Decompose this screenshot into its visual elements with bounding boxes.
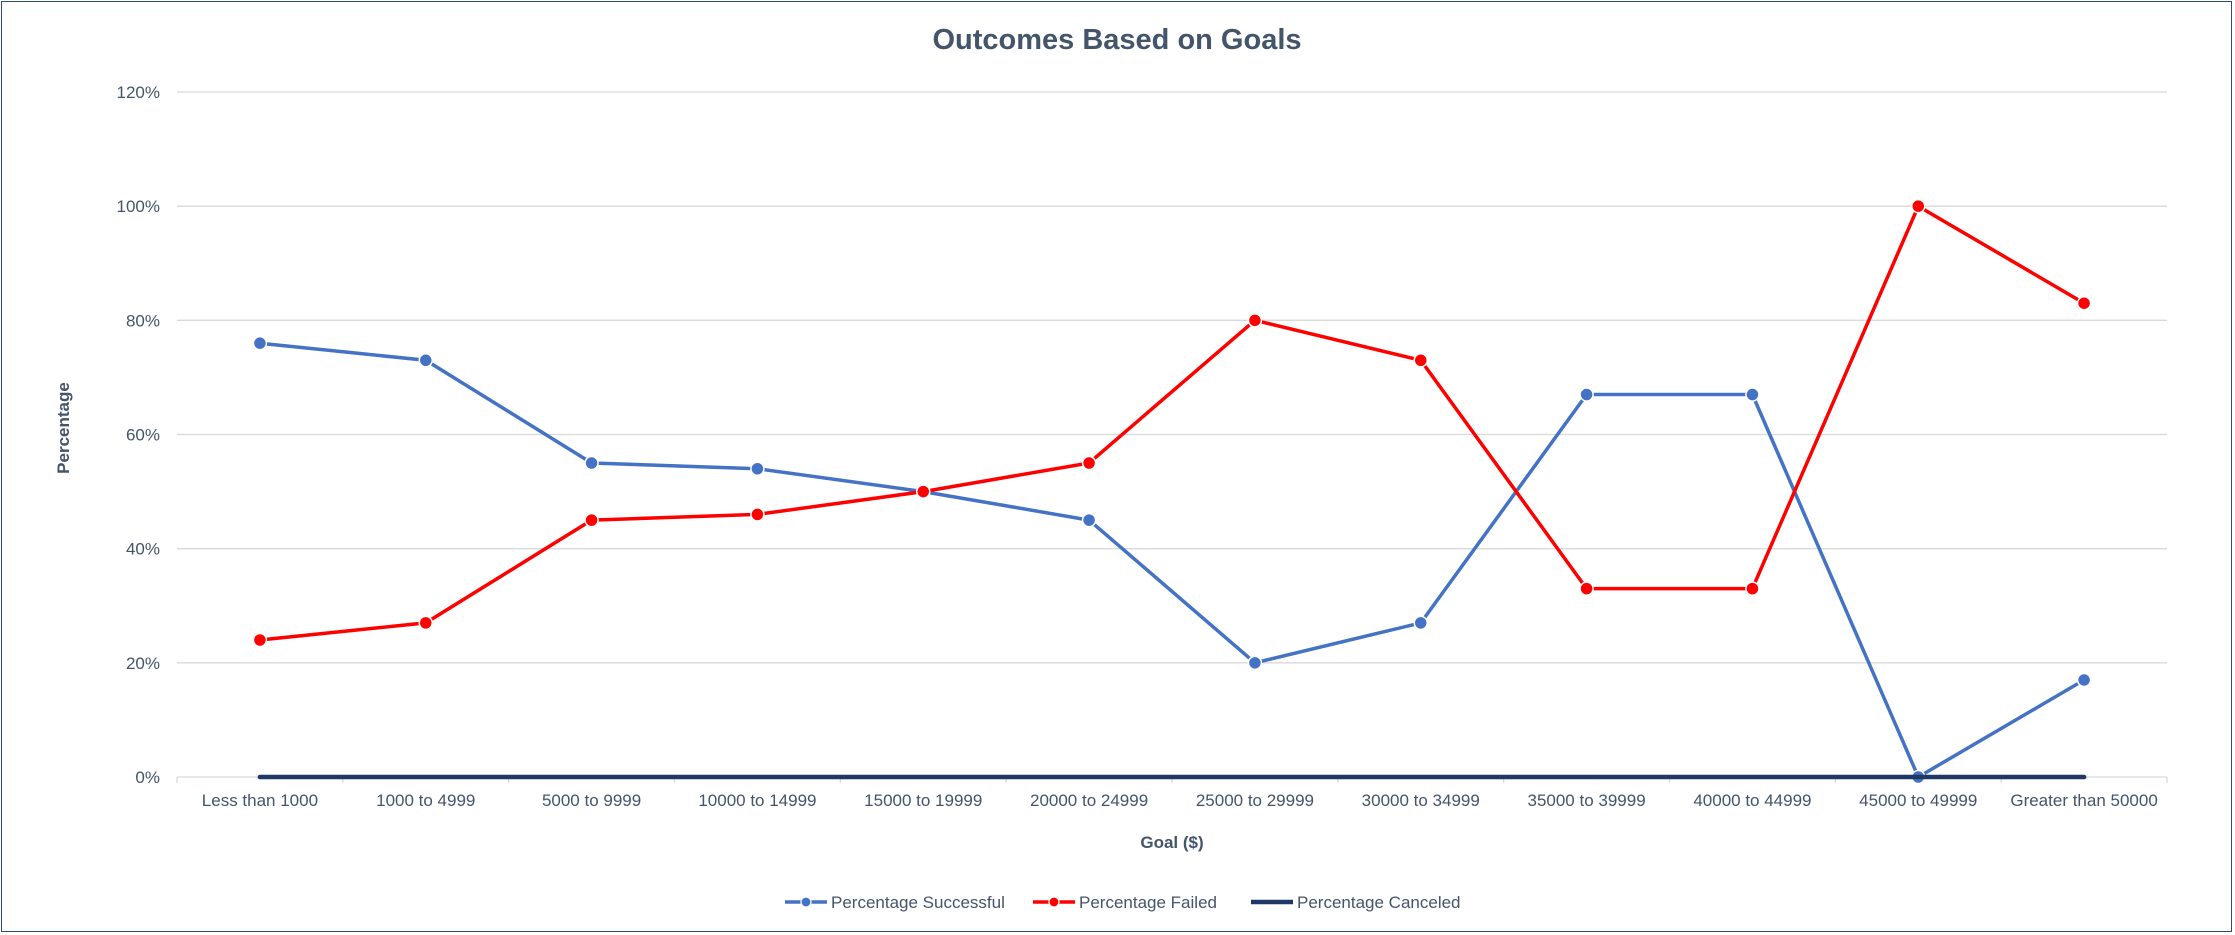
series-line <box>258 204 2086 642</box>
data-point <box>1247 313 1263 328</box>
x-tick-label: 45000 to 49999 <box>1859 791 1977 810</box>
series-line <box>258 341 2086 779</box>
data-point <box>252 335 268 351</box>
data-point <box>916 484 931 499</box>
data-point <box>1579 387 1594 402</box>
x-tick-label: 35000 to 39999 <box>1527 791 1645 810</box>
y-tick-label: 20% <box>126 654 160 673</box>
data-point <box>750 461 765 476</box>
chart-title: Outcomes Based on Goals <box>932 24 1301 56</box>
data-point <box>252 632 268 648</box>
data-point <box>1745 581 1760 596</box>
x-axis-tick-labels: Less than 1000 1000 to 4999 5000 to 9999 10… <box>176 777 2168 810</box>
data-point <box>584 455 599 471</box>
legend-marker <box>800 896 812 908</box>
data-point <box>1911 198 1926 214</box>
x-tick-label: 20000 to 24999 <box>1030 791 1148 810</box>
x-tick-label: 15000 to 19999 <box>864 791 982 810</box>
data-point <box>1579 581 1594 596</box>
data-point <box>2076 295 2092 311</box>
y-axis-title: Percentage <box>54 382 73 474</box>
legend-label: Percentage Failed <box>1079 893 1217 912</box>
y-tick-label: 60% <box>126 426 160 445</box>
data-point <box>2076 672 2092 688</box>
x-tick-label: 5000 to 9999 <box>542 791 641 810</box>
legend-marker <box>1048 896 1060 908</box>
legend-item: Percentage Successful <box>785 893 1005 912</box>
y-tick-label: 80% <box>126 311 160 330</box>
y-tick-label: 100% <box>117 197 160 216</box>
data-point <box>750 507 765 522</box>
data-point <box>1081 455 1097 471</box>
x-tick-label: 1000 to 4999 <box>376 791 475 810</box>
data-point <box>1745 387 1760 402</box>
legend: Percentage Successful Percentage Failed Pe… <box>785 893 1461 912</box>
x-tick-label: Less than 1000 <box>202 791 318 810</box>
data-point <box>418 353 433 368</box>
y-tick-label: 120% <box>117 83 160 102</box>
data-point <box>1081 512 1097 528</box>
gridlines <box>177 91 2167 778</box>
x-tick-label: 40000 to 44999 <box>1693 791 1811 810</box>
legend-label: Percentage Successful <box>831 893 1005 912</box>
x-tick-label: 25000 to 29999 <box>1196 791 1314 810</box>
series-layer <box>252 198 2092 785</box>
y-tick-label: 0% <box>135 768 160 787</box>
data-point <box>1413 615 1428 631</box>
legend-item: Percentage Failed <box>1033 893 1217 912</box>
y-axis-tick-labels: 0% 20% 40% 60% 80% 100% 120% <box>117 83 160 787</box>
data-point <box>1413 353 1428 368</box>
legend-label: Percentage Canceled <box>1297 893 1461 912</box>
legend-item: Percentage Canceled <box>1251 893 1461 912</box>
x-tick-label: 30000 to 34999 <box>1362 791 1480 810</box>
x-axis-title: Goal ($) <box>1140 833 1203 852</box>
series-2 <box>252 198 2092 648</box>
data-point <box>584 512 599 528</box>
data-point <box>1247 655 1263 671</box>
x-tick-label: Greater than 50000 <box>2010 791 2157 810</box>
x-tick-label: 10000 to 14999 <box>698 791 816 810</box>
data-point <box>418 615 433 631</box>
y-tick-label: 40% <box>126 540 160 559</box>
